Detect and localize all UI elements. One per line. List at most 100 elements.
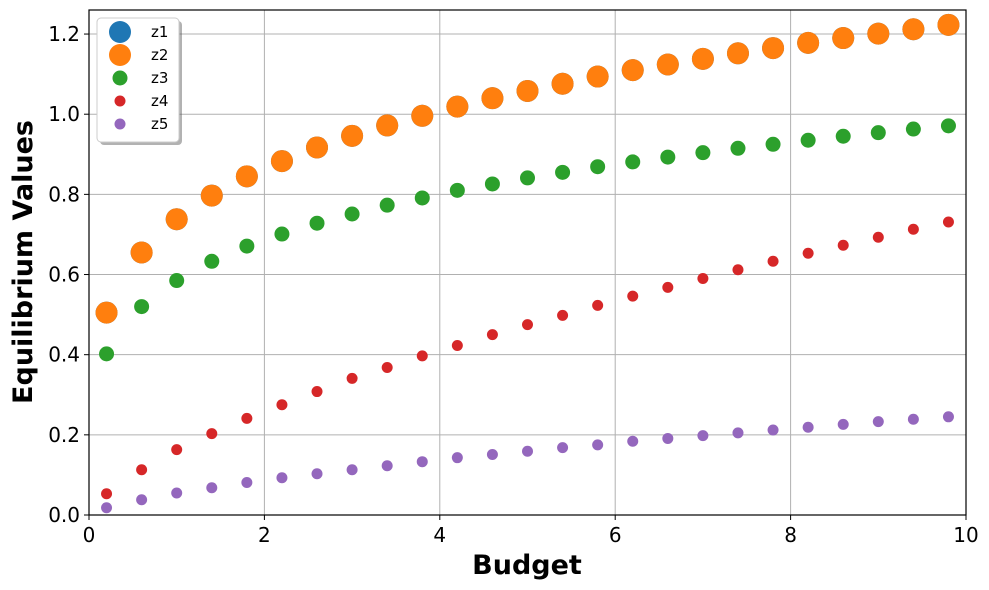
data-point-z2 — [937, 13, 960, 36]
data-point-z4 — [837, 239, 849, 251]
legend-marker-z3 — [112, 70, 128, 86]
data-point-z2 — [586, 65, 609, 88]
data-point-z3 — [414, 190, 430, 206]
data-point-z3 — [730, 140, 746, 156]
data-point-z2 — [551, 72, 574, 95]
data-point-z4 — [346, 372, 358, 384]
data-point-z3 — [590, 159, 606, 175]
data-point-z2 — [200, 184, 223, 207]
series-z3 — [99, 118, 956, 362]
data-point-z4 — [872, 231, 884, 243]
data-point-z2 — [726, 42, 749, 65]
data-point-z4 — [627, 290, 639, 302]
data-point-z5 — [381, 460, 393, 472]
data-point-z2 — [165, 208, 188, 231]
data-point-z2 — [446, 95, 469, 118]
data-point-z4 — [907, 223, 919, 235]
data-point-z5 — [101, 502, 113, 514]
data-point-z4 — [101, 488, 113, 500]
data-point-z3 — [870, 125, 886, 141]
data-point-z2 — [235, 165, 258, 188]
series-z2 — [95, 13, 960, 324]
data-point-z2 — [95, 301, 118, 324]
series-z5 — [101, 411, 954, 514]
data-point-z4 — [942, 216, 954, 228]
legend-marker-z4 — [114, 95, 126, 107]
data-point-z2 — [341, 124, 364, 147]
data-point-z5 — [241, 477, 253, 489]
data-point-z4 — [381, 362, 393, 374]
y-tick-label: 1.2 — [48, 22, 80, 46]
data-point-z3 — [660, 149, 676, 165]
data-point-z4 — [557, 309, 569, 321]
data-point-z3 — [239, 238, 255, 254]
data-point-z5 — [627, 435, 639, 447]
data-point-z2 — [130, 241, 153, 264]
data-point-z3 — [695, 145, 711, 161]
legend-marker-z5 — [114, 118, 126, 130]
data-point-z5 — [557, 442, 569, 454]
data-point-z2 — [902, 18, 925, 41]
data-point-z3 — [449, 182, 465, 198]
legend-marker-z1 — [109, 21, 131, 43]
data-point-z4 — [767, 255, 779, 267]
data-point-z3 — [134, 299, 150, 315]
data-point-z3 — [309, 215, 325, 231]
data-point-z4 — [732, 264, 744, 276]
data-point-z5 — [486, 448, 498, 460]
x-tick-label: 0 — [83, 523, 96, 547]
data-point-z4 — [276, 399, 288, 411]
x-axis-title: Budget — [472, 550, 582, 581]
data-point-z2 — [797, 31, 820, 54]
legend-label-z1: z1 — [151, 23, 168, 41]
legend-label-z2: z2 — [151, 46, 168, 64]
y-axis-ticks: 0.0 0.2 0.4 0.6 0.8 1.0 1.2 — [48, 22, 89, 527]
data-point-z4 — [802, 247, 814, 259]
y-tick-label: 0.4 — [48, 343, 80, 367]
data-point-z4 — [241, 412, 253, 424]
data-point-z4 — [522, 319, 533, 331]
data-point-z5 — [942, 411, 954, 423]
data-point-z2 — [376, 114, 399, 137]
data-point-z3 — [520, 170, 535, 186]
data-point-z4 — [136, 464, 148, 476]
legend: z1 z2 z3 z4 z5 — [96, 17, 182, 145]
series-z4 — [101, 216, 954, 500]
x-tick-label: 8 — [784, 523, 797, 547]
data-point-z5 — [451, 452, 463, 464]
data-point-z2 — [691, 47, 714, 70]
data-point-z4 — [697, 273, 709, 285]
data-point-z4 — [451, 339, 463, 351]
y-tick-label: 0.0 — [48, 503, 80, 527]
data-point-z4 — [662, 281, 674, 293]
data-point-z5 — [872, 416, 884, 428]
data-point-z3 — [344, 206, 360, 222]
data-point-z5 — [416, 456, 428, 468]
data-point-z5 — [136, 494, 148, 506]
data-point-z3 — [555, 164, 571, 180]
data-point-z3 — [99, 346, 115, 362]
data-point-z2 — [867, 22, 890, 45]
data-point-z5 — [592, 439, 604, 451]
data-point-z5 — [206, 482, 218, 494]
plot-frame — [88, 9, 967, 516]
data-point-z5 — [837, 418, 849, 430]
legend-marker-z2 — [109, 44, 131, 66]
x-tick-label: 2 — [258, 523, 271, 547]
y-tick-label: 0.8 — [48, 182, 80, 206]
x-tick-label: 6 — [609, 523, 622, 547]
series-z1 — [95, 13, 960, 324]
data-point-z5 — [276, 472, 288, 484]
data-point-z5 — [522, 445, 533, 457]
data-points — [95, 13, 960, 514]
x-tick-label: 10 — [953, 523, 978, 547]
data-point-z4 — [206, 428, 218, 440]
y-tick-label: 0.2 — [48, 423, 80, 447]
data-point-z5 — [732, 427, 744, 439]
x-tick-label: 4 — [433, 523, 446, 547]
data-point-z4 — [416, 350, 428, 362]
data-point-z2 — [481, 87, 504, 110]
x-axis-ticks: 0 2 4 6 8 10 — [83, 515, 979, 547]
data-point-z5 — [697, 430, 709, 442]
data-point-z5 — [767, 424, 779, 436]
